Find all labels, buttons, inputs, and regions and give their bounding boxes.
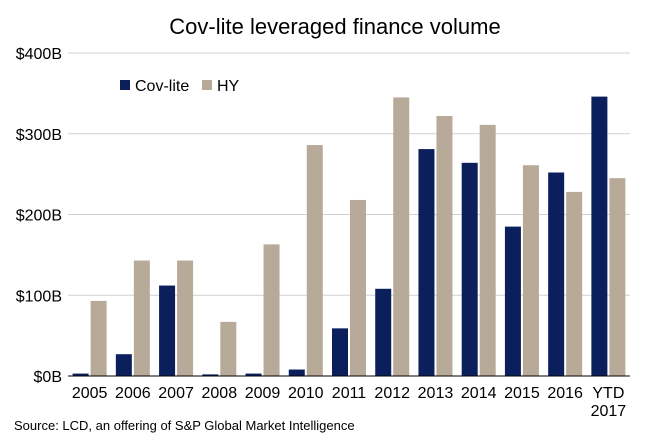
bar-hy: [177, 260, 194, 376]
bar-hy: [90, 300, 107, 376]
x-tick-label: 2005: [72, 385, 108, 402]
x-tick-label: 2008: [202, 385, 238, 402]
bars: [72, 96, 626, 377]
bar-hy: [263, 244, 280, 376]
bar-hy: [133, 260, 150, 376]
bar-cov-lite: [202, 374, 219, 376]
x-tick-label: 2007: [158, 385, 194, 402]
bar-cov-lite: [504, 226, 521, 376]
legend: Cov-lite HY: [120, 78, 240, 95]
bar-cov-lite: [548, 172, 565, 376]
bar-cov-lite: [375, 288, 392, 376]
bar-hy: [609, 178, 626, 376]
x-tick-label: 2014: [461, 385, 497, 402]
y-tick-label: $200B: [16, 208, 62, 225]
legend-label: Cov-lite: [135, 78, 189, 95]
bar-hy: [522, 165, 539, 376]
bar-hy: [393, 97, 410, 376]
bar-cov-lite: [159, 285, 176, 376]
bar-cov-lite: [461, 162, 478, 376]
y-tick-label: $0B: [34, 369, 62, 386]
x-tick-label: 2013: [418, 385, 454, 402]
x-tick-label: 2017: [591, 403, 627, 420]
bar-hy: [479, 124, 496, 377]
bar-hy: [350, 199, 366, 376]
y-tick-label: $100B: [16, 288, 62, 305]
bar-hy: [436, 115, 453, 377]
y-axis-ticks: $0B $100B $200B $300B $400B: [16, 46, 62, 386]
x-tick-label: 2015: [504, 385, 540, 402]
bar-cov-lite: [72, 373, 89, 376]
x-tick-label: 2009: [245, 385, 281, 402]
y-tick-label: $300B: [16, 127, 62, 144]
chart-title: Cov-lite leveraged finance volume: [169, 14, 500, 39]
legend-swatch: [202, 80, 212, 90]
source-note: Source: LCD, an offering of S&P Global M…: [14, 418, 355, 433]
x-axis-ticks: 2005 2006 2007 2008 2009 2010 2011 2012 2013 2014…: [72, 385, 626, 420]
bar-cov-lite: [288, 369, 305, 376]
x-tick-label: YTD: [592, 385, 624, 402]
bar-cov-lite: [115, 354, 132, 376]
bar-cov-lite: [418, 149, 435, 376]
bar-cov-lite: [332, 328, 348, 376]
x-tick-label: 2011: [332, 385, 367, 402]
bar-hy: [306, 145, 323, 376]
x-tick-label: 2006: [115, 385, 151, 402]
bar-hy: [566, 191, 583, 376]
bar-cov-lite: [245, 373, 262, 376]
x-tick-label: 2012: [374, 385, 410, 402]
bar-cov-lite: [591, 96, 608, 376]
x-tick-label: 2010: [288, 385, 324, 402]
x-tick-label: 2016: [547, 385, 583, 402]
y-tick-label: $400B: [16, 46, 62, 63]
legend-label: HY: [217, 78, 240, 95]
bar-hy: [220, 321, 237, 376]
legend-swatch: [120, 80, 130, 90]
